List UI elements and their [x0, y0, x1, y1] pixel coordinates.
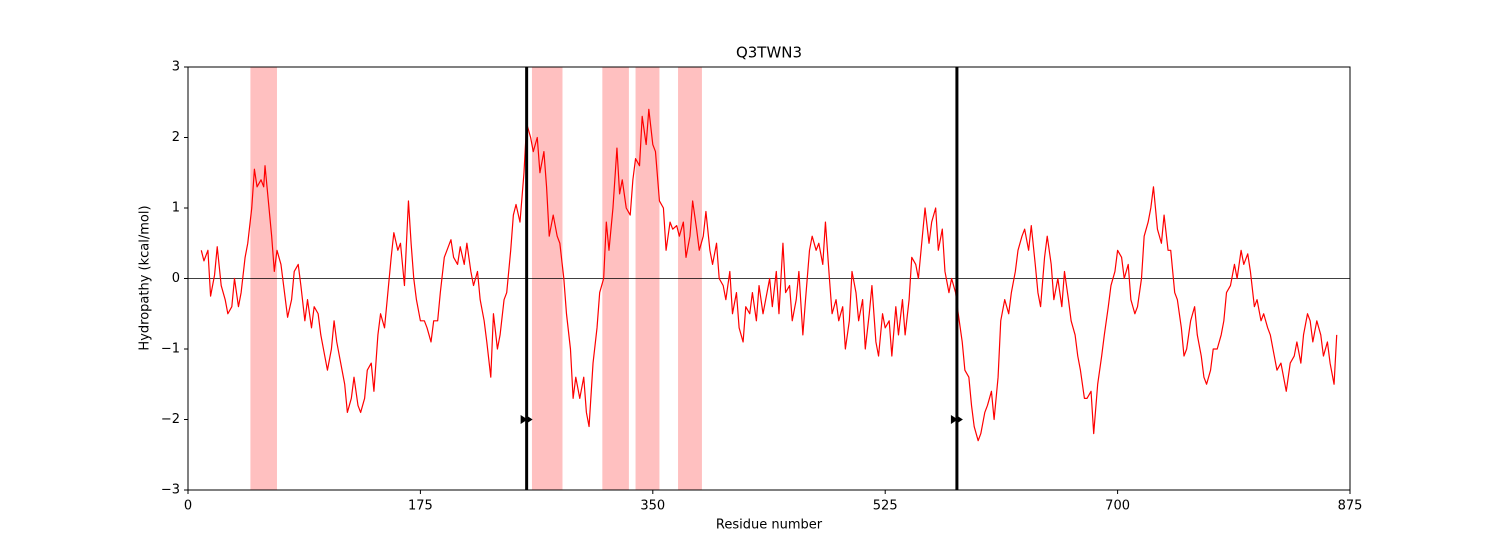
- marker: [520, 415, 533, 424]
- hydropathy-line: [200, 108, 1338, 442]
- y-tick-label: −2: [161, 412, 180, 427]
- y-tick-label: 0: [172, 271, 180, 286]
- x-tick-label: 875: [1338, 499, 1363, 514]
- x-tick-label: 175: [408, 499, 433, 514]
- y-tick-label: −3: [161, 483, 180, 498]
- x-axis-label: Residue number: [716, 518, 823, 533]
- marker: [950, 415, 963, 424]
- y-tick-label: 2: [172, 130, 180, 145]
- x-tick-label: 525: [873, 499, 898, 514]
- x-tick-label: 700: [1105, 499, 1130, 514]
- y-tick-label: 1: [172, 201, 180, 216]
- y-axis-label: Hydropathy (kcal/mol): [138, 205, 153, 350]
- y-tick-label: −1: [161, 342, 180, 357]
- x-tick-label: 0: [184, 499, 192, 514]
- x-tick-label: 350: [640, 499, 665, 514]
- chart-title: Q3TWN3: [736, 44, 802, 62]
- y-tick-label: 3: [172, 60, 180, 75]
